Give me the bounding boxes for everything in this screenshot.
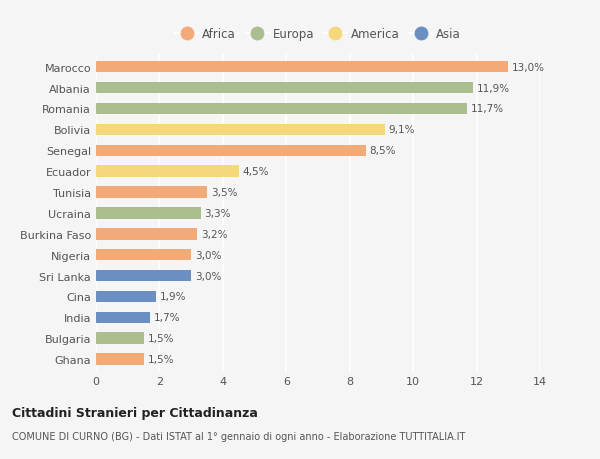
Text: 9,1%: 9,1% [388,125,415,135]
Bar [96,124,385,136]
Text: 11,7%: 11,7% [471,104,504,114]
Bar [96,62,508,73]
Text: 3,5%: 3,5% [211,188,238,197]
Text: 11,9%: 11,9% [477,84,511,94]
Bar [96,145,365,157]
Text: 3,3%: 3,3% [205,208,231,218]
Bar [96,353,143,365]
Bar [96,270,191,282]
Bar [96,208,200,219]
Bar [96,312,150,323]
Bar [96,83,473,94]
Text: 13,0%: 13,0% [512,62,545,73]
Text: 4,5%: 4,5% [242,167,269,177]
Text: 3,0%: 3,0% [195,271,221,281]
Text: Cittadini Stranieri per Cittadinanza: Cittadini Stranieri per Cittadinanza [12,406,258,419]
Text: 1,5%: 1,5% [148,333,174,343]
Text: 1,7%: 1,7% [154,313,180,323]
Legend: Africa, Europa, America, Asia: Africa, Europa, America, Asia [170,23,466,45]
Text: 3,2%: 3,2% [201,230,228,239]
Text: 1,5%: 1,5% [148,354,174,364]
Bar [96,166,239,178]
Bar [96,229,197,240]
Text: COMUNE DI CURNO (BG) - Dati ISTAT al 1° gennaio di ogni anno - Elaborazione TUTT: COMUNE DI CURNO (BG) - Dati ISTAT al 1° … [12,431,466,442]
Text: 1,9%: 1,9% [160,292,187,302]
Text: 8,5%: 8,5% [370,146,396,156]
Text: 3,0%: 3,0% [195,250,221,260]
Bar [96,249,191,261]
Bar [96,333,143,344]
Bar [96,291,156,302]
Bar [96,187,207,198]
Bar [96,104,467,115]
